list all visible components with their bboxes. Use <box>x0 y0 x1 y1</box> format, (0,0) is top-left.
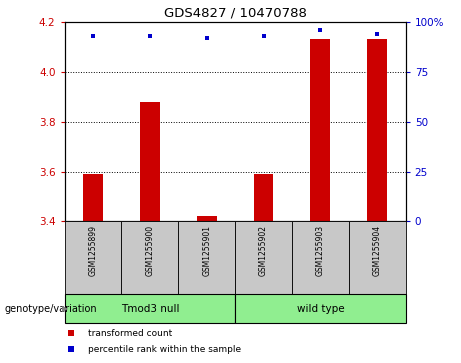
Bar <box>65 294 235 323</box>
Point <box>68 346 75 352</box>
Point <box>317 27 324 33</box>
Bar <box>197 216 217 221</box>
Bar <box>121 221 178 294</box>
Point <box>89 33 97 39</box>
Text: percentile rank within the sample: percentile rank within the sample <box>89 345 242 354</box>
Text: ▶: ▶ <box>62 304 69 313</box>
Bar <box>292 221 349 294</box>
Text: GSM1255900: GSM1255900 <box>145 225 154 276</box>
Bar <box>349 221 406 294</box>
Text: transformed count: transformed count <box>89 329 173 338</box>
Bar <box>367 39 387 221</box>
Text: wild type: wild type <box>296 303 344 314</box>
Bar <box>178 221 235 294</box>
Bar <box>310 39 331 221</box>
Text: GSM1255901: GSM1255901 <box>202 225 211 276</box>
Bar <box>235 294 406 323</box>
Point <box>203 35 210 41</box>
Point <box>373 31 381 37</box>
Point <box>260 33 267 39</box>
Bar <box>140 102 160 221</box>
Bar <box>235 221 292 294</box>
Text: Tmod3 null: Tmod3 null <box>121 303 179 314</box>
Bar <box>65 221 121 294</box>
Bar <box>83 174 103 221</box>
Point <box>146 33 154 39</box>
Title: GDS4827 / 10470788: GDS4827 / 10470788 <box>164 6 307 19</box>
Point <box>68 330 75 336</box>
Text: GSM1255904: GSM1255904 <box>373 225 382 276</box>
Text: GSM1255903: GSM1255903 <box>316 225 325 276</box>
Text: genotype/variation: genotype/variation <box>5 303 97 314</box>
Bar <box>254 174 273 221</box>
Text: GSM1255899: GSM1255899 <box>89 225 97 276</box>
Text: GSM1255902: GSM1255902 <box>259 225 268 276</box>
